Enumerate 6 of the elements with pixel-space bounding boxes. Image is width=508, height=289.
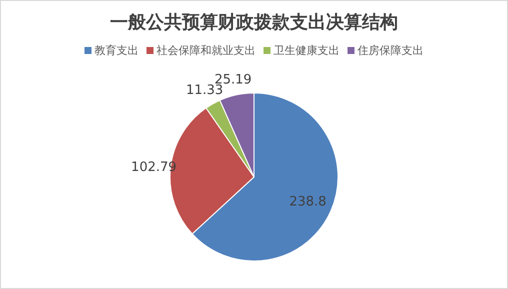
data-label: 238.8	[289, 194, 326, 210]
legend-label: 住房保障支出	[358, 44, 424, 57]
legend-label: 卫生健康支出	[274, 44, 340, 57]
legend-label: 社会保障和就业支出	[156, 44, 256, 57]
chart-title: 一般公共预算财政拨款支出决算结构	[110, 12, 398, 33]
legend-label: 教育支出	[94, 44, 138, 57]
